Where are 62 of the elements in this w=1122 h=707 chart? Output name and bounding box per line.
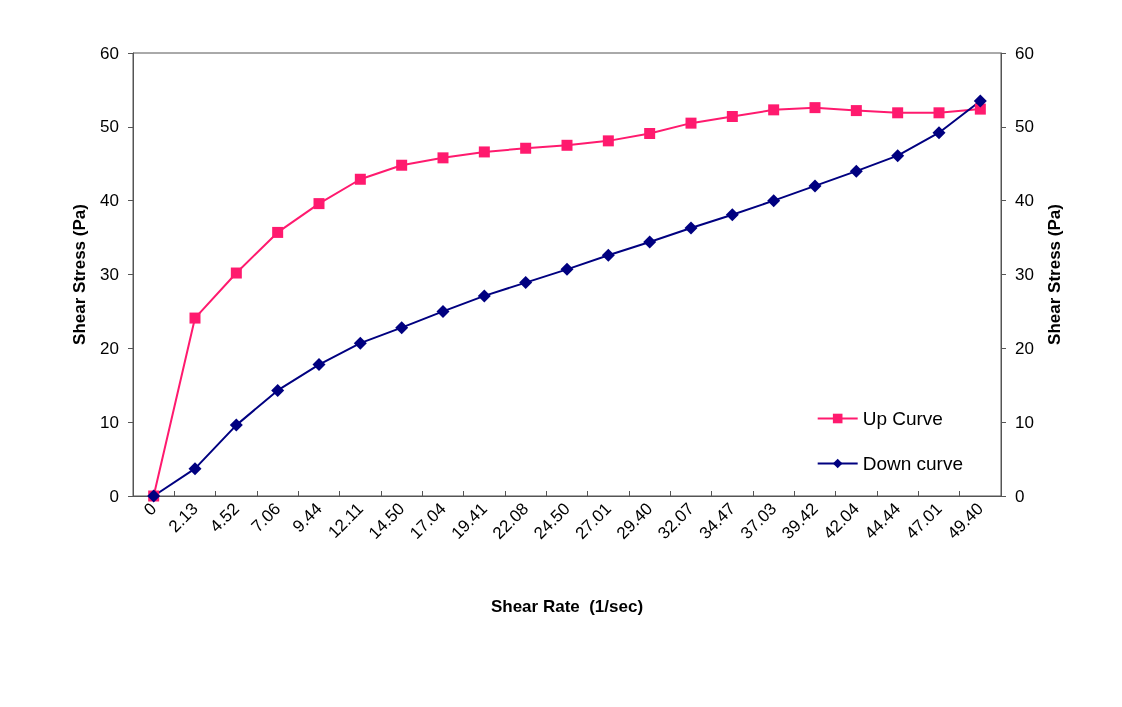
x-axis-title: Shear Rate (1/sec) [490,597,644,616]
point [974,103,986,115]
point [271,383,285,397]
point [437,152,449,164]
point [684,221,698,235]
y-tick-label: 60 [100,43,119,63]
x-tick-label: 7.06 [247,499,285,537]
legend-label: Up Curve [862,408,943,429]
point [436,304,450,318]
point [850,105,862,117]
x-tick-label: 0 [140,499,161,520]
point [643,235,657,249]
y-tick-label: 20 [100,338,119,358]
point [560,262,574,276]
y2-tick-label: 20 [1015,338,1034,358]
point [189,312,201,324]
y2-tick-label: 30 [1015,265,1034,284]
y-tick-label: 40 [100,191,119,211]
x-tick-label: 4.52 [206,499,244,537]
point [396,159,408,171]
point [685,117,697,129]
point [767,194,781,208]
point [809,102,821,114]
y2-axis-title: Shear Stress (Pa) [1045,204,1064,345]
point [354,173,366,185]
point [644,127,656,139]
point [973,94,987,108]
point [891,149,905,163]
point [272,226,284,238]
point [395,321,409,335]
point [932,126,946,140]
y-axis-title: Shear Stress (Pa) [70,204,89,345]
point [933,107,945,119]
point [561,139,573,151]
point [892,107,904,119]
y-tick-label: 10 [100,412,119,432]
y-tick-label: 0 [109,486,119,506]
y-tick-label: 50 [100,117,119,137]
y2-tick-label: 40 [1015,191,1034,211]
point [188,462,202,476]
y-tick-label: 30 [100,265,119,284]
point [478,146,490,158]
point [519,276,533,290]
y2-tick-label: 0 [1015,486,1025,506]
point [602,135,614,147]
point [726,111,738,122]
point [520,142,532,154]
point [229,418,243,432]
point [313,198,325,210]
y2-tick-label: 60 [1015,43,1034,63]
point [353,336,367,350]
point [477,289,491,303]
point [808,179,822,193]
point [725,208,739,222]
point [768,104,780,116]
point [312,358,326,372]
point [849,164,863,178]
point [230,267,242,279]
y2-tick-label: 10 [1015,412,1034,432]
point [601,248,615,262]
legend-label: Down curve [862,453,964,474]
y2-tick-label: 50 [1015,117,1034,137]
